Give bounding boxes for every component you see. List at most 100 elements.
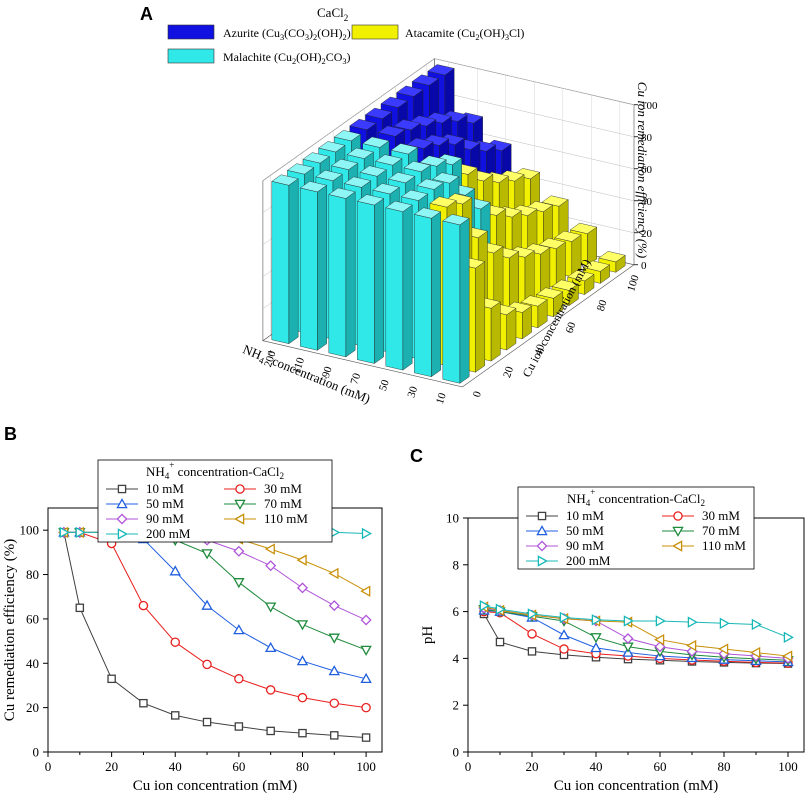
chart-c-series-200mm	[479, 600, 794, 644]
data-point	[138, 600, 149, 611]
chart-a-nh4-tick-label: 90	[320, 365, 335, 380]
bar-face	[506, 307, 517, 351]
panel-label-c: C	[410, 446, 423, 466]
data-point	[361, 702, 371, 713]
bar-top	[551, 279, 579, 291]
data-point	[623, 615, 634, 627]
chart-b-series-50mm	[58, 526, 372, 684]
data-point	[328, 633, 340, 644]
chart-a-cu-tick-label: 40	[532, 342, 547, 357]
legend-marker	[117, 528, 128, 540]
data-point	[201, 549, 213, 560]
chart-a-nh4-tick-label: 200	[262, 349, 279, 369]
chart-b-y-tick-label: 80	[26, 567, 39, 582]
bar-top	[538, 237, 566, 249]
data-point	[297, 692, 308, 703]
bar-nh4-200-cu-0	[271, 174, 299, 345]
legend-swatch	[351, 24, 399, 40]
data-point	[527, 647, 537, 656]
bar-face	[345, 191, 356, 358]
panel-c-line-chart: 0 20 40 60 80 100 0 2 4 6 8 10 Cu ion concentration …	[420, 486, 805, 794]
bar-top	[520, 295, 548, 307]
legend-marker	[234, 513, 245, 525]
chart-b-plot-frame	[47, 507, 383, 753]
bar-top	[349, 118, 377, 131]
data-point	[686, 639, 697, 652]
data-point	[329, 698, 340, 708]
chart-c-y-tick-label: 4	[453, 651, 460, 666]
legend-title: NH4+ concentration-CaCl2	[567, 487, 706, 508]
panel-label-b: B	[4, 424, 17, 444]
data-point	[360, 614, 372, 626]
data-point	[234, 674, 244, 684]
data-point	[655, 615, 666, 627]
data-point	[233, 578, 245, 589]
bar-nh4-10-cu-50	[520, 295, 548, 329]
bar-nh4-90-cu-0	[328, 187, 356, 358]
bar-top	[331, 158, 359, 170]
legend-marker	[235, 484, 245, 494]
bar-nh4-50-cu-0	[385, 200, 413, 371]
chart-a-bars	[271, 64, 626, 384]
chart-b-x-tick-label: 100	[356, 759, 376, 774]
data-point	[266, 726, 275, 736]
legend-marker	[672, 540, 683, 552]
chart-a-cu-tick-label: 80	[595, 298, 610, 313]
bar-face	[490, 301, 501, 362]
data-point	[360, 645, 372, 656]
data-point	[264, 602, 277, 613]
legend-label: 110 mM	[264, 511, 308, 526]
data-point	[687, 616, 698, 628]
chart-a-nh4-tick-label: 110	[291, 356, 308, 375]
bar-top	[427, 64, 455, 76]
data-point	[296, 620, 309, 631]
bar-top	[328, 187, 356, 199]
bar-top	[372, 183, 400, 195]
legend-marker	[117, 484, 127, 494]
bar-top	[318, 141, 346, 153]
chart-b-y-tick-label: 100	[20, 523, 40, 538]
data-point	[265, 560, 277, 572]
chart-a-cu-tick-label: 20	[501, 365, 516, 380]
chart-c-x-tick-label: 60	[654, 759, 667, 774]
data-point	[75, 603, 85, 613]
legend-label: Atacamite (Cu2(OH)3Cl)	[405, 26, 524, 42]
legend-label: 110 mM	[702, 538, 746, 553]
data-point	[169, 565, 181, 576]
panel-a-3d-bar-chart: CaCl2 Azurite (Cu3(CO3)2(OH)2) Atacamite …	[167, 5, 658, 406]
data-point	[361, 733, 371, 742]
chart-a-nh4-tick-label: 50	[377, 378, 392, 393]
data-point	[202, 659, 212, 670]
chart-b-y-tick-label: 0	[33, 745, 40, 760]
data-point	[590, 633, 602, 644]
bar-top	[343, 176, 372, 188]
data-point	[527, 608, 538, 620]
bar-top	[554, 230, 582, 242]
data-point	[328, 567, 339, 580]
legend-label: Malachite (Cu2(OH)2CO3)	[223, 50, 351, 66]
bar-top	[359, 165, 387, 177]
chart-a-z-tick-label: 100	[641, 100, 658, 112]
legend-label: 200 mM	[146, 526, 191, 541]
data-point	[264, 641, 277, 652]
chart-b-y-tick-label: 60	[26, 611, 39, 626]
data-point	[622, 632, 634, 645]
legend-marker	[536, 525, 548, 536]
legend-label: 90 mM	[566, 538, 604, 553]
data-point	[202, 717, 212, 727]
bar-top	[362, 136, 390, 148]
panel-b-line-chart: 0 20 40 60 80 100 0 20 40 60 80 100 Cu ion concentra…	[2, 459, 383, 794]
bar-face	[357, 200, 375, 364]
bar-top	[377, 125, 406, 137]
bar-top	[286, 163, 315, 175]
chart-c-y-axis-label: pH	[420, 626, 436, 645]
bar-top	[442, 214, 470, 226]
data-point	[170, 637, 180, 647]
bar-face	[414, 214, 432, 377]
data-point	[265, 685, 276, 695]
data-point	[75, 526, 86, 539]
data-point	[360, 672, 372, 684]
data-point	[527, 629, 537, 639]
data-point	[170, 711, 180, 720]
